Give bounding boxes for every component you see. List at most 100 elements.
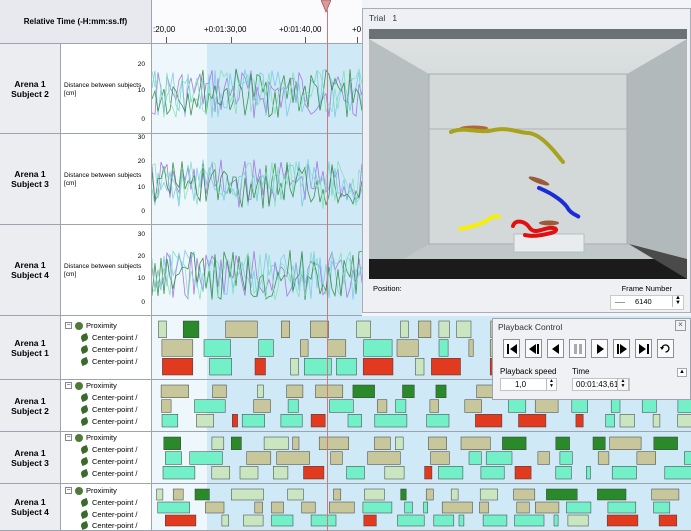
event-block [664,466,691,480]
event-track-label[interactable]: Center-point / [80,332,137,343]
event-block [336,358,357,376]
proximity-group[interactable]: − Proximity [65,321,117,330]
event-block [225,320,258,338]
collapse-up-icon[interactable]: ▲ [677,368,687,377]
event-block [161,399,172,413]
playback-control-panel[interactable]: Playback Control × ▲ Playback speed Time… [492,318,691,400]
event-block [653,436,678,450]
event-track-label[interactable]: Center-point / [80,520,137,531]
event-block [636,451,656,465]
event-track-label[interactable]: Center-point / [80,509,137,520]
frame-number-field[interactable]: 6140 ▲ ▼ [610,295,684,310]
next-frame-icon [616,343,627,354]
frame-stepper-icon[interactable]: ▲ ▼ [672,295,683,307]
close-icon[interactable]: × [675,320,686,331]
event-block [221,514,229,527]
event-track-label[interactable]: Center-point / [80,344,137,355]
distance-plot-canvas [152,134,362,224]
proximity-group[interactable]: − Proximity [65,381,117,390]
playback-speed-field[interactable]: 1,0 ▲ ▼ [500,378,557,391]
leaf-icon [80,417,89,426]
step-back-button[interactable] [547,339,564,358]
time-field[interactable]: 00:01:43,610 [572,378,630,391]
event-block [518,414,547,428]
event-tree-subject2: − Proximity Center-point / Center-point /… [61,380,152,432]
play-button[interactable] [591,339,608,358]
proximity-group[interactable]: − Proximity [65,433,117,442]
event-block [456,320,472,338]
time-label: Time [572,367,590,376]
event-block [592,436,606,450]
event-block [257,384,264,398]
event-block [555,466,572,480]
collapse-icon: − [65,382,72,389]
proximity-group[interactable]: − Proximity [65,486,117,495]
pause-button[interactable] [569,339,586,358]
event-block [508,399,527,413]
event-block [271,514,294,527]
event-block [160,384,189,398]
event-block [384,466,405,480]
event-track-label[interactable]: Center-point / [80,497,137,508]
event-block [329,501,355,514]
distance-plot-canvas [152,225,362,315]
event-track-label[interactable]: Center-point / [80,416,137,427]
event-block [374,436,391,450]
speed-stepper-icon[interactable]: ▲ ▼ [546,379,556,390]
video-title: Trial 1 [369,13,398,23]
event-track-label[interactable]: Center-point / [80,456,137,467]
tick-label: +0:01:30,00 [204,25,247,34]
event-block [196,414,214,428]
group-icon [75,381,83,390]
event-block [571,399,588,413]
event-block [464,399,482,413]
event-block [300,339,309,357]
event-block [619,414,635,428]
event-block [156,488,164,501]
time-stepper-icon[interactable]: ▲ ▼ [617,378,629,391]
next-frame-button[interactable] [613,339,630,358]
previous-event-button[interactable] [525,339,542,358]
event-tracks-subject4[interactable] [152,484,691,531]
event-tracks-subject3[interactable] [152,432,691,484]
event-tracks-subject2[interactable] [152,380,691,432]
event-track-label[interactable]: Center-point / [80,392,137,403]
event-block [310,320,329,338]
leaf-icon [80,393,89,402]
distance-plot-subject2[interactable] [152,44,362,134]
event-block [425,488,434,501]
video-window[interactable]: Trial 1 Position: Frame [362,8,691,313]
event-block [575,414,584,428]
event-block [273,466,289,480]
event-block [362,358,394,376]
event-block [502,436,527,450]
event-block [211,436,225,450]
time-ruler[interactable]: :20,00 +0:01:30,00 +0:01:40,00 +0 [152,0,362,44]
leaf-icon [80,345,89,354]
video-frame[interactable] [369,29,687,279]
event-block [611,466,637,480]
time-cursor-line[interactable] [327,10,328,531]
event-block [189,451,223,465]
distance-plot-canvas [152,44,362,133]
event-block [609,436,642,450]
event-block [280,414,303,428]
playhead-marker-icon[interactable] [321,0,331,14]
event-block [362,501,393,514]
playback-title: Playback Control [498,322,563,332]
distance-plot-subject4[interactable] [152,225,362,316]
event-track-label[interactable]: Center-point / [80,356,137,367]
event-track-label[interactable]: Center-point / [80,404,137,415]
loop-button[interactable] [657,339,674,358]
event-block [231,436,242,450]
last-frame-button[interactable] [635,339,652,358]
event-track-label[interactable]: Center-point / [80,468,137,479]
event-track-label[interactable]: Center-point / [80,444,137,455]
event-block [482,514,508,527]
first-frame-button[interactable] [503,339,520,358]
event-block [395,436,404,450]
event-block [684,451,691,465]
event-block [429,399,439,413]
distance-plot-subject3[interactable] [152,134,362,225]
event-tree-subject3: − Proximity Center-point / Center-point /… [61,432,152,484]
